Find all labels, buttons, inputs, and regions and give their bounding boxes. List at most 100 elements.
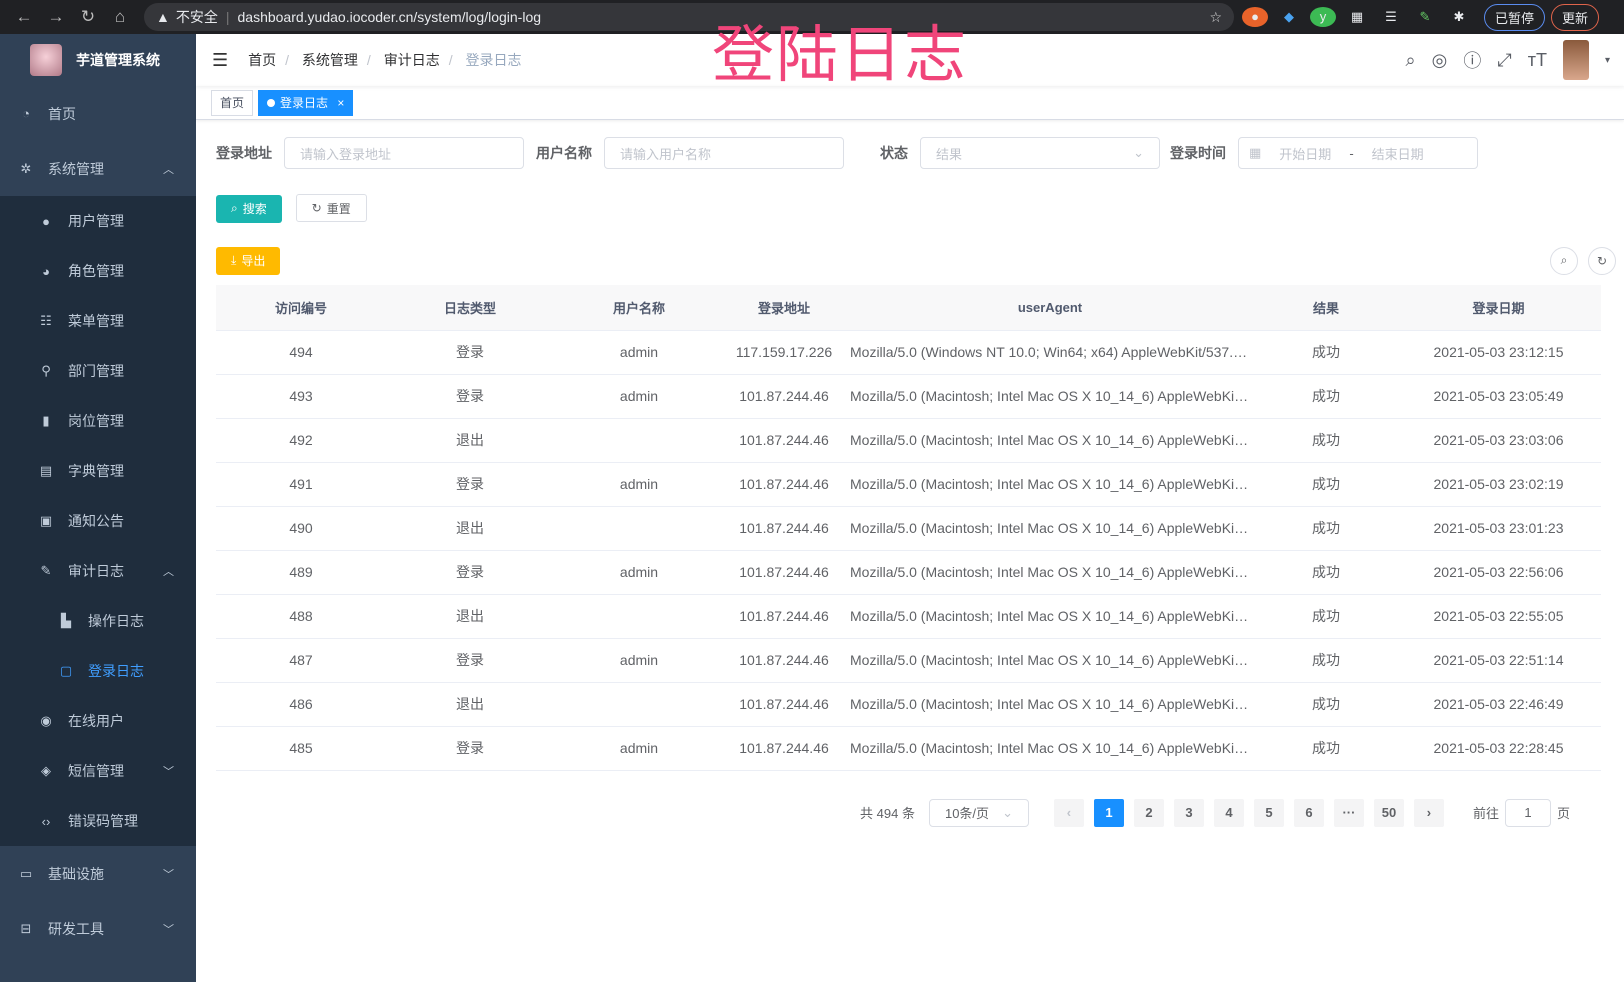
table-row[interactable]: 494 登录 admin 117.159.17.226 Mozilla/5.0 (Win… <box>216 331 1601 375</box>
cell-user-agent: Mozilla/5.0 (Macintosh; Intel Mac OS X 1… <box>850 740 1256 756</box>
sidebar-item-login-log[interactable]: ▢ 登录日志 <box>0 646 196 696</box>
update-button[interactable]: 更新 <box>1551 3 1600 31</box>
prev-page-button[interactable]: ‹ <box>1053 798 1084 827</box>
cell-id: 490 <box>289 520 313 536</box>
cell-login-time: 2021-05-03 23:03:06 <box>1433 432 1564 448</box>
search-icon: ⌕ <box>231 201 238 215</box>
forward-icon[interactable]: → <box>47 7 65 26</box>
sidebar-item-posts[interactable]: ▮ 岗位管理 <box>0 396 196 446</box>
table-row[interactable]: 486 退出 101.87.244.46 Mozilla/5.0 (Macintosh… <box>216 683 1601 727</box>
next-page-button[interactable]: › <box>1413 798 1444 827</box>
cell-user-agent: Mozilla/5.0 (Macintosh; Intel Mac OS X 1… <box>850 696 1256 712</box>
sidebar-logo[interactable]: 芋道管理系统 <box>0 34 196 86</box>
profile-button[interactable]: 已暂停 <box>1484 3 1546 31</box>
cell-ip: 101.87.244.46 <box>739 476 829 492</box>
extensions-puzzle-icon[interactable]: ✱ <box>1453 9 1465 24</box>
table-row[interactable]: 487 登录 admin 101.87.244.46 Mozilla/5.0 (Maci… <box>216 639 1601 683</box>
extension-y-icon[interactable]: y <box>1310 7 1336 27</box>
refresh-icon[interactable]: ↻ <box>1588 246 1616 275</box>
sidebar-item-infra[interactable]: ▭ 基础设施 ﹀ <box>0 846 196 901</box>
sidebar-item-error-code[interactable]: ‹› 错误码管理 <box>0 796 196 846</box>
reload-icon[interactable]: ↻ <box>80 7 96 26</box>
table-row[interactable]: 489 登录 admin 101.87.244.46 Mozilla/5.0 (Maci… <box>216 551 1601 595</box>
extension-grid-icon[interactable]: ▦ <box>1350 9 1364 24</box>
cell-id: 488 <box>289 608 313 624</box>
page-button[interactable]: 6 <box>1293 798 1324 827</box>
goto-page-input[interactable]: 1 <box>1504 798 1551 827</box>
page-button[interactable]: 5 <box>1253 798 1284 827</box>
sidebar-item-tool[interactable]: ⊟ 研发工具 ﹀ <box>0 901 196 956</box>
help-icon[interactable]: ⓘ <box>1463 51 1482 71</box>
home-icon[interactable]: ⌂ <box>114 7 126 26</box>
status-select[interactable]: 结果 ⌄ <box>920 137 1160 169</box>
extension-icon[interactable]: ● <box>1242 7 1268 27</box>
sidebar-item-users[interactable]: ● 用户管理 <box>0 196 196 246</box>
page-size-select[interactable]: 10条/页 ⌄ <box>928 798 1029 827</box>
hamburger-icon[interactable]: ☰ <box>212 49 229 70</box>
table-row[interactable]: 493 登录 admin 101.87.244.46 Mozilla/5.0 (Maci… <box>216 375 1601 419</box>
sidebar-item-roles[interactable]: ◕ 角色管理 <box>0 246 196 296</box>
sidebar-item-online[interactable]: ◉ 在线用户 <box>0 696 196 746</box>
table-row[interactable]: 492 退出 101.87.244.46 Mozilla/5.0 (Macintosh… <box>216 419 1601 463</box>
cell-user-agent: Mozilla/5.0 (Macintosh; Intel Mac OS X 1… <box>850 388 1256 404</box>
sidebar-item-sms[interactable]: ◈ 短信管理 ﹀ <box>0 746 196 796</box>
sidebar-item-notice[interactable]: ▣ 通知公告 <box>0 496 196 546</box>
download-icon: ⤓ <box>231 253 237 267</box>
sidebar-item-audit[interactable]: ✎ 审计日志 ︿ <box>0 546 196 596</box>
page-button[interactable]: ··· <box>1333 798 1364 827</box>
extension-gem-icon[interactable]: ◆ <box>1284 9 1294 24</box>
cell-ip: 101.87.244.46 <box>739 564 829 580</box>
caret-down-icon[interactable]: ▾ <box>1604 54 1610 66</box>
extension-on-icon[interactable]: ☰ <box>1385 9 1397 24</box>
sidebar-item-operate-log[interactable]: ▙ 操作日志 <box>0 596 196 646</box>
extension-leaf-icon[interactable]: ✎ <box>1419 9 1431 24</box>
sidebar-item-home[interactable]: ◔ 首页 <box>0 86 196 141</box>
reset-button[interactable]: ↻ 重置 <box>295 194 367 222</box>
address-bar[interactable]: ▲ 不安全 | dashboard.yudao.iocoder.cn/syste… <box>144 3 1234 31</box>
page-button[interactable]: 3 <box>1173 798 1204 827</box>
cell-log-type: 登录 <box>456 344 484 360</box>
table-row[interactable]: 491 登录 admin 101.87.244.46 Mozilla/5.0 (Maci… <box>216 463 1601 507</box>
github-icon[interactable]: ◎ <box>1431 49 1448 70</box>
breadcrumb-separator: / <box>366 52 371 68</box>
export-button[interactable]: ⤓ 导出 <box>216 246 281 275</box>
address-input[interactable]: 请输入登录地址 <box>284 137 524 169</box>
sidebar-item-dict[interactable]: ▤ 字典管理 <box>0 446 196 496</box>
cell-log-type: 登录 <box>456 564 484 580</box>
sidebar-item-label: 研发工具 <box>48 920 104 937</box>
gear-icon: ✲ <box>20 160 32 176</box>
bookmark-star-icon[interactable]: ☆ <box>1209 8 1222 25</box>
sidebar-item-system[interactable]: ✲ 系统管理 ︿ <box>0 141 196 196</box>
page-button[interactable]: 1 <box>1093 798 1124 827</box>
table-row[interactable]: 490 退出 101.87.244.46 Mozilla/5.0 (Macintosh… <box>216 507 1601 551</box>
cell-ip: 101.87.244.46 <box>739 696 829 712</box>
tag-login-log[interactable]: 登录日志 × <box>258 89 354 116</box>
cell-ip: 101.87.244.46 <box>739 740 829 756</box>
end-date[interactable]: 结束日期 <box>1371 146 1424 162</box>
table-row[interactable]: 485 登录 admin 101.87.244.46 Mozilla/5.0 (Maci… <box>216 727 1601 771</box>
search-button[interactable]: ⌕ 搜索 <box>216 194 282 223</box>
tag-home[interactable]: 首页 <box>211 89 254 116</box>
breadcrumb-item[interactable]: 首页 <box>248 52 277 68</box>
sidebar-item-depts[interactable]: ⚲ 部门管理 <box>0 346 196 396</box>
cell-ip: 101.87.244.46 <box>739 652 829 668</box>
close-icon[interactable]: × <box>337 95 345 110</box>
page-button[interactable]: 4 <box>1213 798 1244 827</box>
username-input[interactable]: 请输入用户名称 <box>604 137 844 169</box>
form-icon: ▙ <box>61 613 71 628</box>
page-button[interactable]: 50 <box>1373 798 1404 827</box>
start-date[interactable]: 开始日期 <box>1279 146 1332 162</box>
table-row[interactable]: 488 退出 101.87.244.46 Mozilla/5.0 (Macintosh… <box>216 595 1601 639</box>
font-size-icon[interactable]: ᴛT <box>1527 49 1547 70</box>
dashboard-icon: ◔ <box>22 106 30 121</box>
date-range-picker[interactable]: ▦ 开始日期 - 结束日期 <box>1238 137 1478 169</box>
page-button[interactable]: 2 <box>1133 798 1164 827</box>
avatar[interactable] <box>1562 40 1589 80</box>
sidebar-item-label: 基础设施 <box>48 865 104 882</box>
back-icon[interactable]: ← <box>15 7 33 26</box>
search-icon[interactable]: ⌕ <box>1405 49 1416 70</box>
sidebar-item-menus[interactable]: ☷ 菜单管理 <box>0 296 196 346</box>
toggle-search-icon[interactable]: ⌕ <box>1550 246 1578 275</box>
fullscreen-icon[interactable]: ⤢ <box>1497 49 1512 70</box>
cell-log-type: 登录 <box>456 740 484 756</box>
